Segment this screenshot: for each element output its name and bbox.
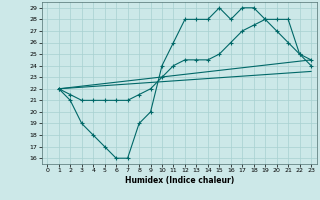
X-axis label: Humidex (Indice chaleur): Humidex (Indice chaleur) [124,176,234,185]
